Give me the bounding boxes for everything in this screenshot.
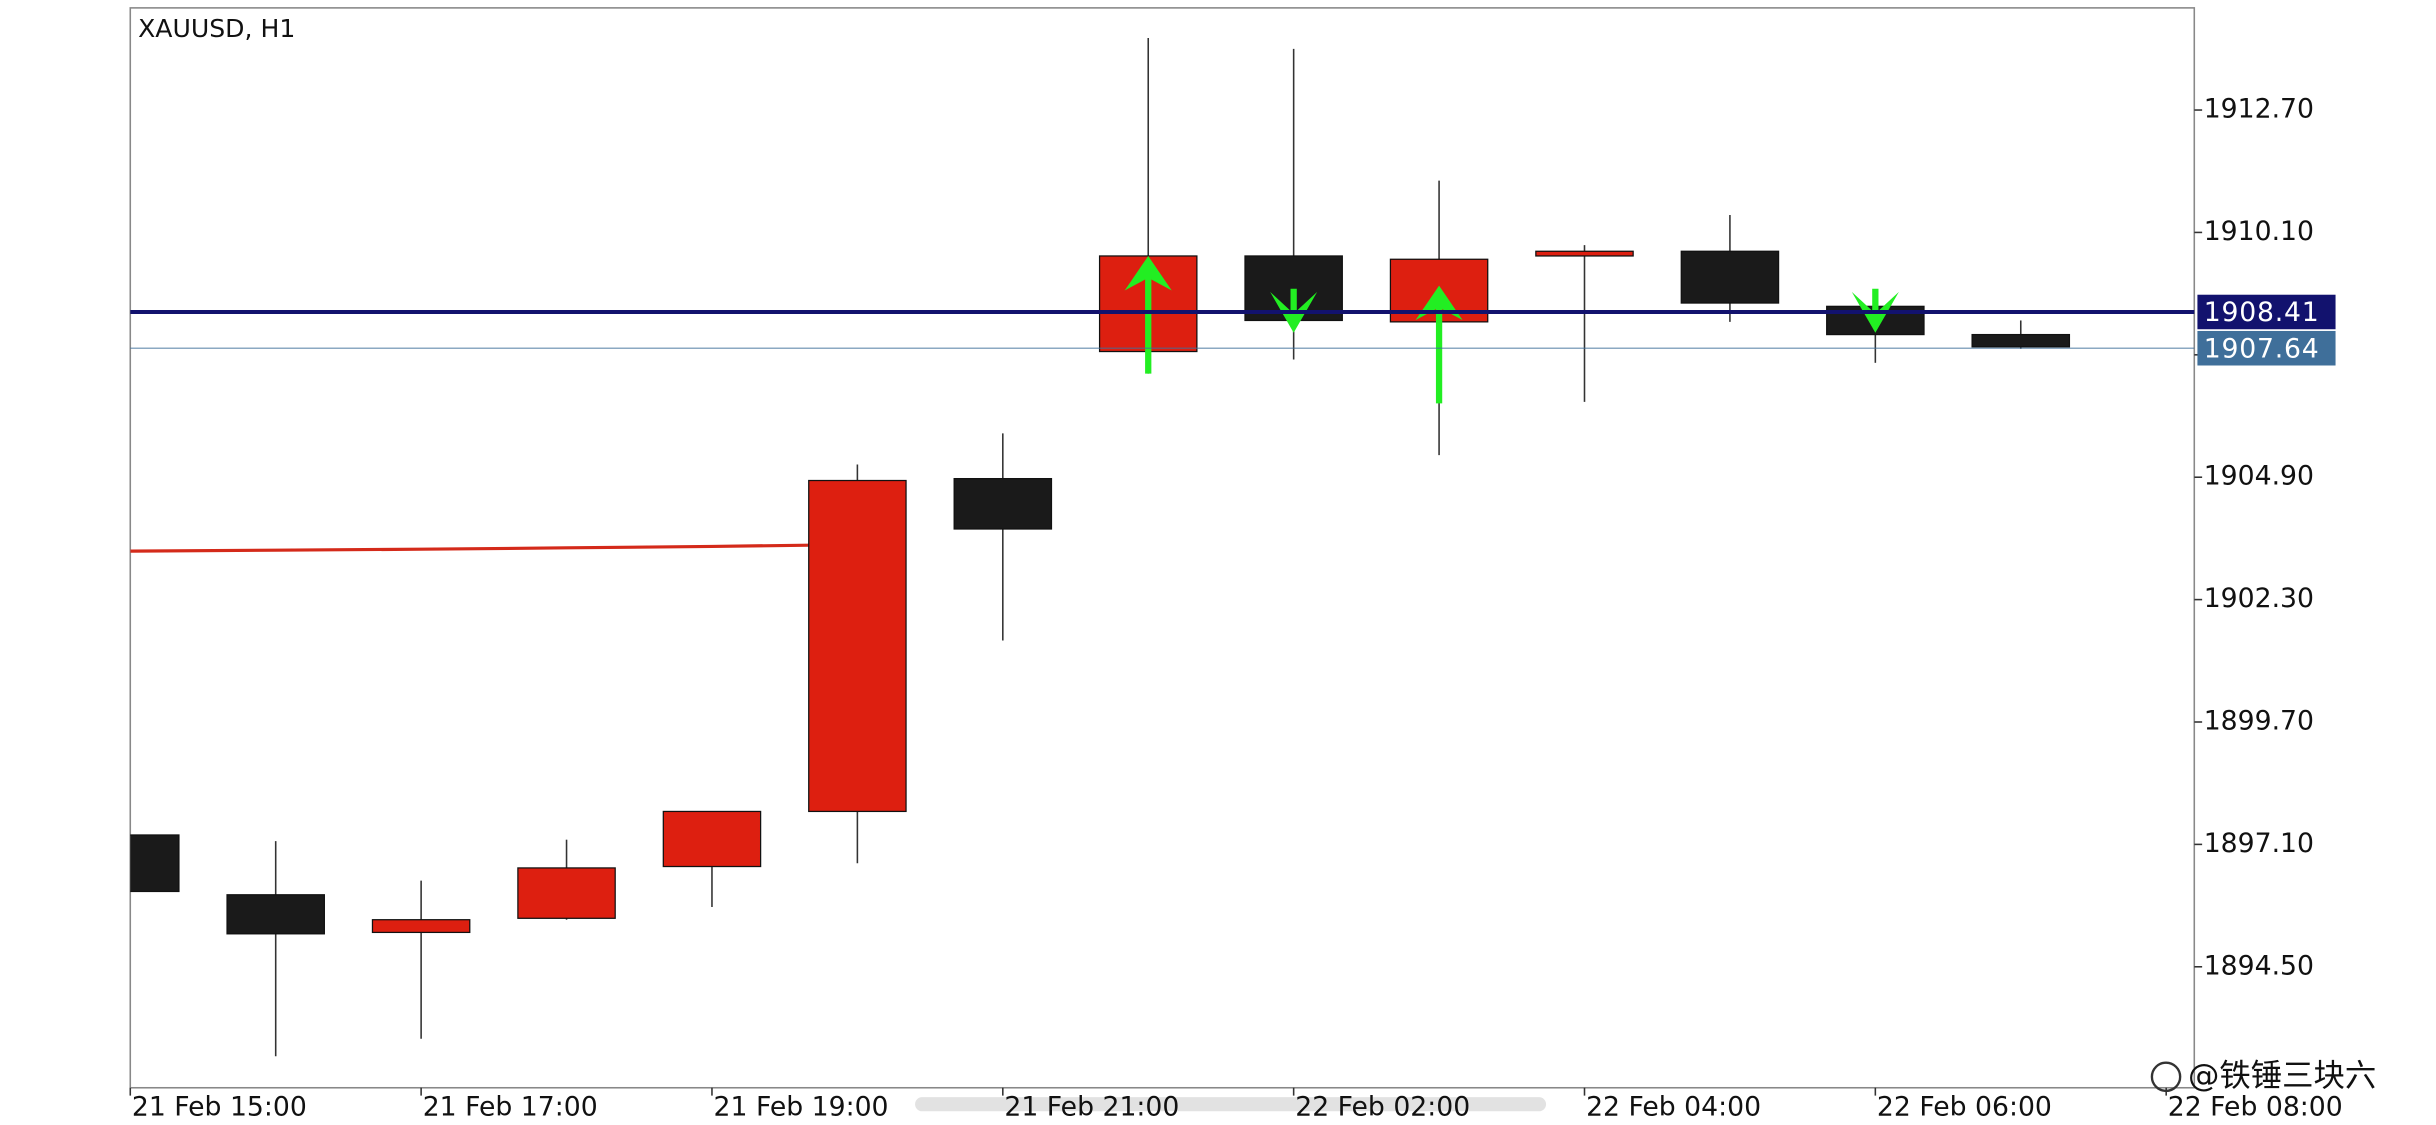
candle-body: [953, 477, 1053, 530]
x-tick-label: 21 Feb 19:00: [714, 1092, 889, 1123]
price-tag-label: 1908.41: [2204, 297, 2320, 328]
chart-title: XAUUSD, H1: [138, 14, 295, 43]
watermark: @铁锤三块六: [2188, 1058, 2376, 1094]
scrollbar[interactable]: [915, 1097, 1547, 1112]
candle-body: [1971, 333, 2071, 348]
x-tick-label: 21 Feb 17:00: [423, 1092, 598, 1123]
price-tag-label: 1907.64: [2204, 333, 2320, 364]
indicator-line: [130, 542, 858, 553]
x-tick-label: 22 Feb 02:00: [1295, 1092, 1470, 1123]
x-tick-label: 22 Feb 08:00: [2168, 1092, 2343, 1123]
y-tick-label: 1902.30: [2204, 583, 2314, 614]
y-tick-label: 1912.70: [2204, 94, 2314, 125]
y-tick-label: 1904.90: [2204, 461, 2314, 492]
y-tick-label: 1910.10: [2204, 216, 2314, 247]
y-tick-label: 1899.70: [2204, 705, 2314, 736]
y-tick-label: 1897.10: [2204, 828, 2314, 859]
candle-body: [226, 894, 325, 935]
candle-body: [371, 919, 471, 934]
price-tag: [2197, 294, 2336, 330]
candle-body: [1680, 250, 1780, 304]
x-tick-label: 22 Feb 06:00: [1877, 1092, 2052, 1123]
x-tick-label: 22 Feb 04:00: [1586, 1092, 1761, 1123]
candle-body: [808, 479, 907, 813]
buy-arrow: [1124, 255, 1172, 374]
y-tick-label: 1894.50: [2204, 950, 2314, 981]
x-tick-label: 21 Feb 21:00: [1004, 1092, 1179, 1123]
x-tick-label: 21 Feb 15:00: [132, 1092, 307, 1123]
price-tag: [2197, 330, 2336, 366]
candle-body: [1535, 250, 1634, 257]
buy-arrow: [1415, 285, 1463, 404]
plot-area: [130, 38, 2071, 1057]
candle-body: [662, 810, 762, 868]
candle-body: [517, 867, 616, 919]
candle-body: [130, 834, 180, 893]
